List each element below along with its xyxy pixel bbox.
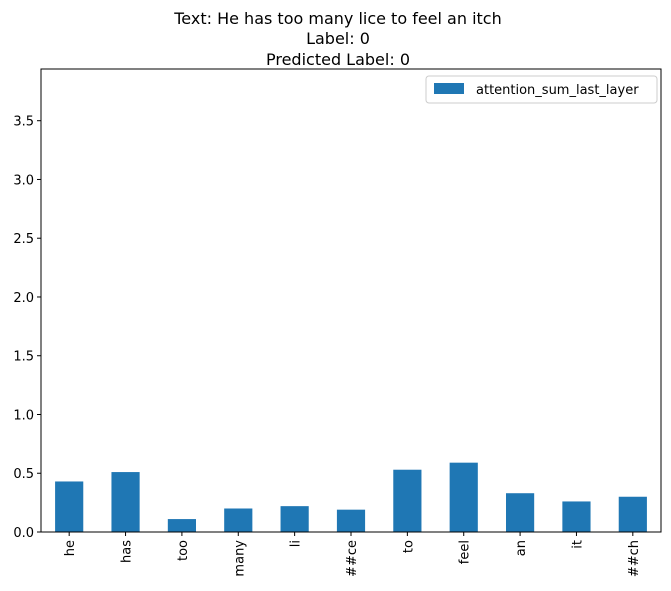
title-line-1: Text: He has too many lice to feel an it… bbox=[173, 9, 502, 28]
legend: attention_sum_last_layer bbox=[425, 75, 658, 104]
y-tick-label: 1.0 bbox=[13, 408, 34, 423]
bar-an bbox=[506, 493, 535, 532]
x-tick-label: has bbox=[120, 540, 135, 563]
y-tick-label: 3.5 bbox=[13, 115, 34, 130]
x-tick-label: too bbox=[176, 540, 191, 561]
y-axis: 0.0 0.5 1.0 1.5 2.0 2.5 3.0 3.5 bbox=[13, 115, 41, 541]
x-tick-label: it bbox=[570, 540, 585, 549]
x-tick-label: ##ch bbox=[627, 540, 642, 577]
plot-frame bbox=[40, 68, 662, 533]
x-tick-label: ##ce bbox=[345, 540, 360, 577]
title-line-3: Predicted Label: 0 bbox=[266, 50, 410, 69]
bar-series bbox=[55, 462, 647, 532]
x-tick-label: feel bbox=[458, 540, 473, 564]
legend-label: attention_sum_last_layer bbox=[476, 83, 639, 98]
x-tick-label: to bbox=[401, 540, 416, 553]
bar-it bbox=[562, 501, 591, 532]
bar-has bbox=[111, 472, 140, 532]
bar-many bbox=[224, 508, 253, 532]
bar-##ch bbox=[618, 496, 647, 532]
y-tick-label: 0.5 bbox=[13, 467, 34, 482]
x-tick-label: an bbox=[514, 540, 529, 556]
bar-too bbox=[167, 519, 196, 532]
y-tick-label: 2.0 bbox=[13, 291, 34, 306]
bar-##ce bbox=[336, 509, 366, 532]
bar-he bbox=[55, 481, 84, 532]
x-axis: he has too many li ##ce to feel an it ##ch bbox=[63, 532, 642, 577]
y-tick-label: 1.5 bbox=[13, 350, 34, 365]
bar-li bbox=[280, 506, 309, 532]
y-tick-label: 0.0 bbox=[13, 526, 34, 541]
y-tick-label: 2.5 bbox=[13, 232, 34, 247]
bar-to bbox=[393, 469, 422, 532]
x-tick-label: li bbox=[289, 540, 304, 547]
y-tick-label: 3.0 bbox=[13, 173, 34, 188]
title-line-2: Label: 0 bbox=[306, 29, 370, 48]
legend-box bbox=[425, 75, 658, 104]
x-tick-label: many bbox=[232, 540, 247, 577]
x-tick-label: he bbox=[63, 540, 78, 556]
bar-feel bbox=[449, 462, 478, 532]
chart-title: Text: He has too many lice to feel an it… bbox=[173, 9, 502, 69]
legend-swatch bbox=[434, 83, 464, 94]
